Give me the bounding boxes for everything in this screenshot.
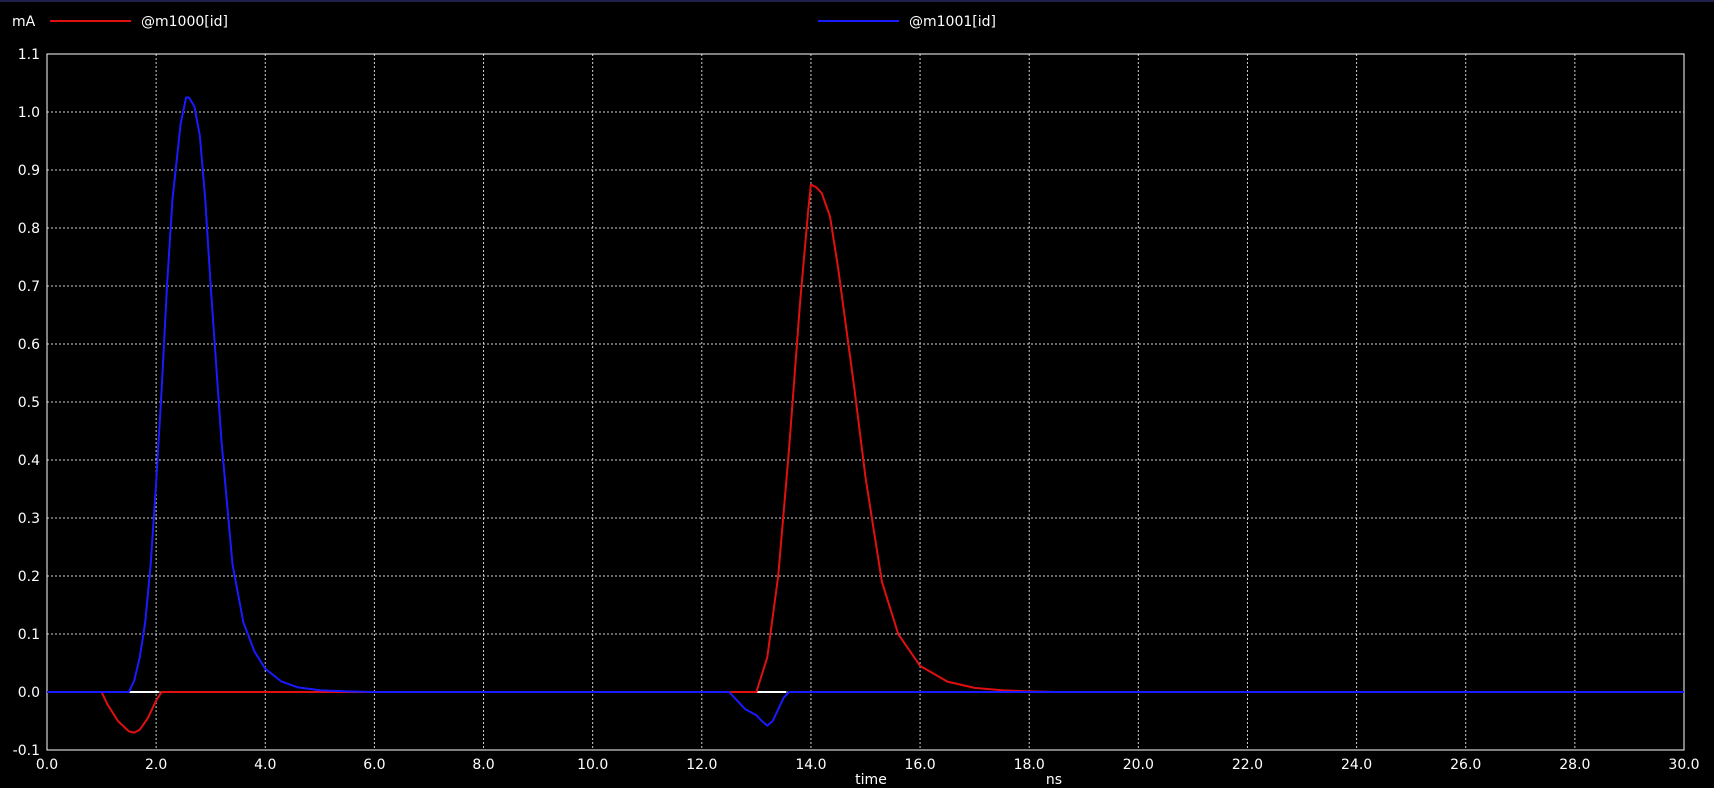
y-tick-label: 0.5 <box>18 395 40 411</box>
x-tick-label: 16.0 <box>904 757 935 773</box>
x-unit-label: ns <box>1046 772 1062 788</box>
y-tick-label: 0.7 <box>18 279 40 295</box>
grid-layer <box>47 54 1684 750</box>
x-tick-label: 14.0 <box>795 757 826 773</box>
x-tick-label: 6.0 <box>363 757 385 773</box>
legend-label-m1000: @m1000[id] <box>141 14 228 30</box>
legend: @m1000[id] @m1001[id] <box>50 14 996 30</box>
x-tick-label: 10.0 <box>577 757 608 773</box>
plot-frame <box>46 53 1685 751</box>
y-tick-label: 1.0 <box>18 105 40 121</box>
x-tick-label: 30.0 <box>1668 757 1699 773</box>
legend-label-m1001: @m1001[id] <box>909 14 996 30</box>
x-tick-label: 26.0 <box>1450 757 1481 773</box>
series-layer <box>47 96 1684 734</box>
series-line-m1001 <box>47 96 1684 727</box>
x-axis-label: time <box>855 772 887 788</box>
y-tick-label: 0.3 <box>18 511 40 527</box>
series-line-m1000 <box>47 183 1684 734</box>
x-tick-label: 22.0 <box>1232 757 1263 773</box>
y-tick-label: 0.8 <box>18 221 40 237</box>
y-tick-label: 0.4 <box>18 453 40 469</box>
y-tick-label: 0.9 <box>18 163 40 179</box>
x-tick-label: 18.0 <box>1014 757 1045 773</box>
window-top-border <box>0 0 1714 2</box>
x-tick-label: 4.0 <box>254 757 276 773</box>
y-tick-label: 0.6 <box>18 337 40 353</box>
axis-layer: 0.0 2.0 4.0 6.0 8.0 10.0 12.0 14.0 16.0 18.0 20.0 2… <box>13 47 1700 773</box>
x-tick-label: 12.0 <box>686 757 717 773</box>
y-tick-label: 1.1 <box>18 47 40 63</box>
x-tick-label: 28.0 <box>1559 757 1590 773</box>
y-tick-label: 0.2 <box>18 569 40 585</box>
y-tick-label: 0.0 <box>18 685 40 701</box>
y-tick-label: 0.1 <box>18 627 40 643</box>
y-unit-label: mA <box>12 14 36 30</box>
x-tick-label: 0.0 <box>36 757 58 773</box>
y-tick-label: -0.1 <box>13 743 40 759</box>
x-tick-label: 8.0 <box>472 757 494 773</box>
x-tick-label: 24.0 <box>1341 757 1372 773</box>
x-tick-label: 20.0 <box>1123 757 1154 773</box>
x-tick-label: 2.0 <box>145 757 167 773</box>
